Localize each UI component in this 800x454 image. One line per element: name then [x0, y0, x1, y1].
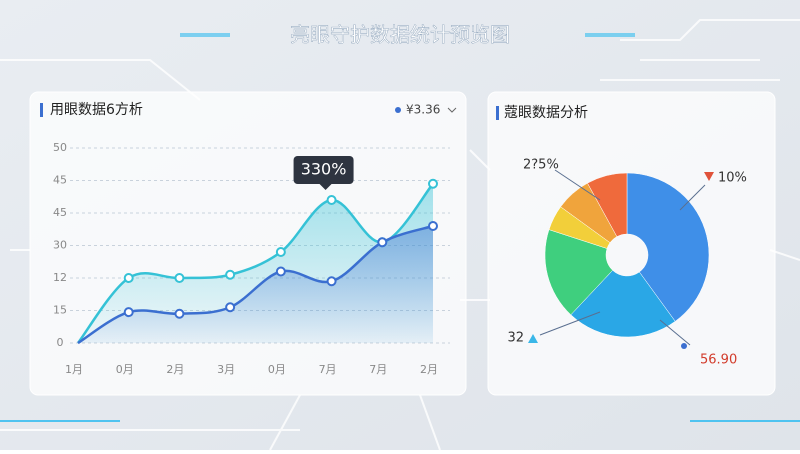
slice: [587, 172, 628, 237]
annotation-box: [293, 156, 354, 184]
slice-label: 2?5%: [523, 158, 559, 173]
x-tick-label: 1月: [65, 363, 83, 376]
point: [174, 308, 185, 319]
slice-label: 32: [507, 331, 524, 346]
slice-label: 10%: [718, 171, 747, 186]
slice: [626, 172, 710, 322]
badge[interactable]: ¥3.36: [406, 103, 440, 117]
x-tick-label: 7月: [369, 363, 387, 376]
page-title: 亮眼守护数据统计预览图: [290, 23, 510, 47]
x-tick-label: 7月: [319, 363, 337, 376]
panel-marker: [496, 106, 499, 120]
slice: [570, 269, 676, 338]
point: [174, 273, 185, 283]
dot-icon: [681, 343, 687, 349]
point: [428, 178, 438, 189]
x-tick-label: 3月: [217, 363, 235, 376]
circuit-decor: [0, 19, 800, 451]
panel-title: 蔻眼数据分析: [504, 105, 588, 121]
point: [275, 247, 286, 257]
slice: [544, 229, 613, 316]
right-panel: [487, 91, 776, 396]
y-tick-label: 12: [53, 271, 67, 284]
annotation: 330%: [301, 160, 347, 179]
down-icon: [704, 172, 714, 181]
line: [77, 224, 434, 345]
point: [326, 195, 337, 205]
y-tick-label: 45: [53, 174, 67, 187]
x-tick-label: 2月: [420, 363, 438, 376]
x-tick-label: 0月: [268, 363, 286, 376]
slice-label: 56.90: [700, 353, 737, 368]
point: [275, 266, 286, 277]
x-tick-label: 0月: [116, 363, 134, 376]
x-tick-label: 2月: [166, 363, 184, 376]
point: [377, 237, 388, 248]
point: [225, 302, 236, 313]
leader-line: [554, 169, 601, 201]
leader-line: [539, 311, 601, 336]
point: [428, 221, 438, 231]
panel-marker: [40, 103, 43, 117]
leader-line: [659, 319, 691, 346]
title-stripes: [0, 33, 800, 422]
dropdown-arrow[interactable]: [447, 107, 457, 113]
annotation-pointer: [319, 184, 332, 190]
y-tick-label: 0: [57, 336, 64, 349]
y-tick-label: 45: [53, 206, 67, 219]
leader-line: [679, 184, 706, 211]
point: [225, 269, 236, 280]
panel-title: 用眼数据6方析: [50, 102, 143, 118]
point: [123, 307, 134, 318]
point: [326, 276, 337, 287]
badge-dot: [395, 107, 401, 113]
up-icon: [528, 334, 538, 343]
y-tick-label: 50: [53, 141, 67, 154]
y-tick-label: 15: [53, 304, 67, 317]
y-tick-label: 30: [53, 239, 67, 252]
point: [123, 273, 134, 283]
